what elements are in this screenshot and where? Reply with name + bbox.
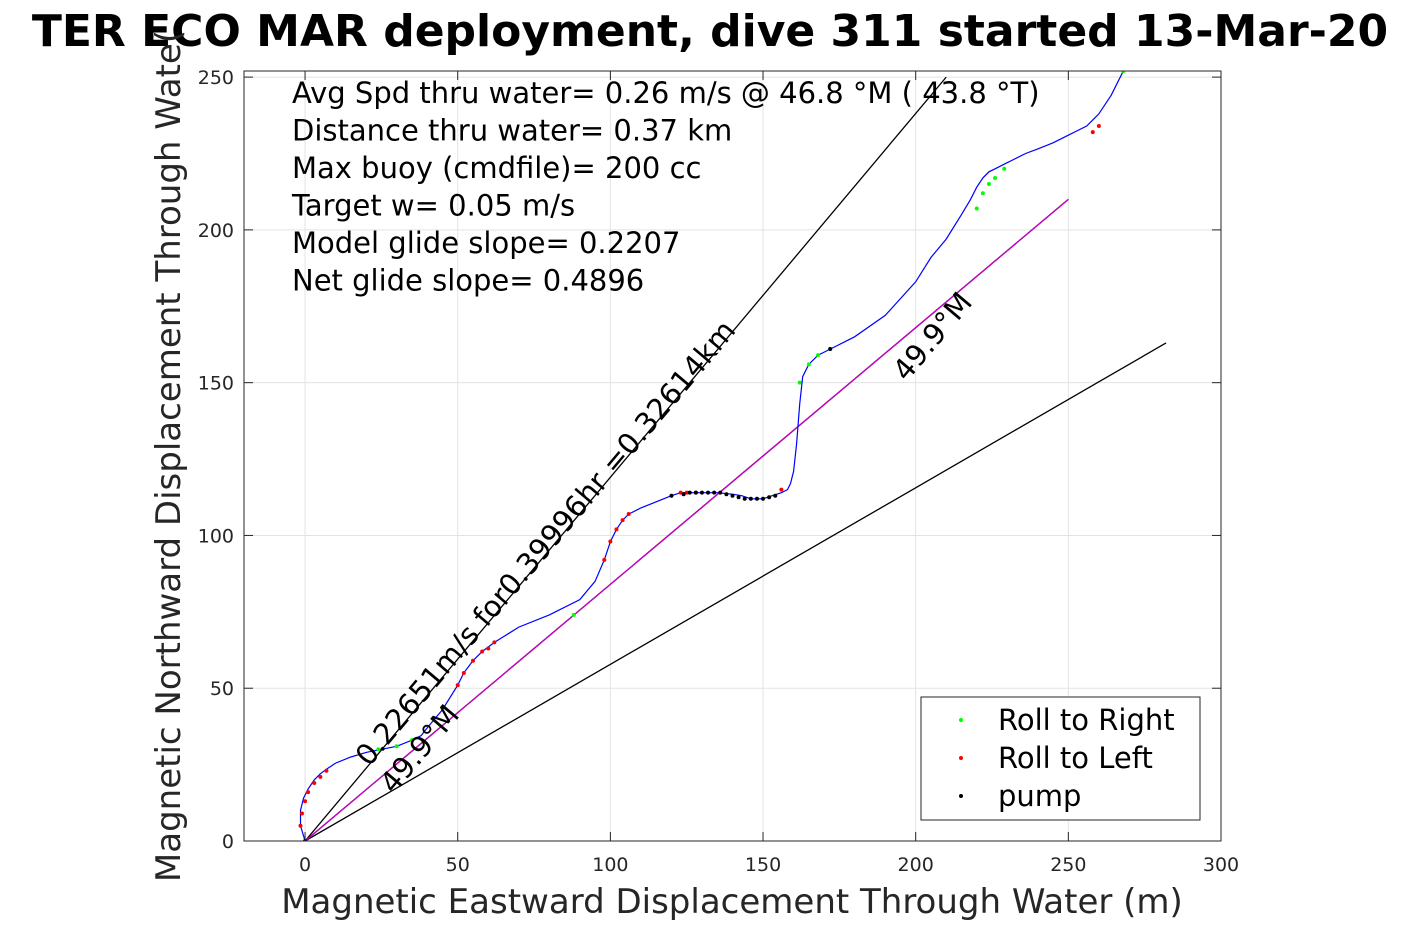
reference-line-3 [304,198,1069,841]
annotation-line-5: Net glide slope= 0.4896 [292,264,644,298]
marker-roll-to-right-8 [974,206,979,211]
y-tick-label-3: 150 [198,373,234,395]
marker-pump-12 [742,496,747,501]
marker-roll-to-right-3 [571,612,576,617]
series-track-line [299,71,1124,841]
marker-roll-to-left-12 [492,640,497,645]
y-tick-label-5: 250 [198,67,234,89]
marker-roll-to-left-16 [620,518,625,523]
marker-pump-14 [754,496,759,501]
reference-line-0 [304,76,947,841]
marker-pump-6 [706,490,711,495]
x-axis-label: Magnetic Eastward Displacement Through W… [281,882,1183,922]
marker-pump-11 [736,495,741,500]
marker-pump-1 [669,493,674,498]
marker-roll-to-left-22 [1090,130,1095,135]
marker-pump-7 [712,490,717,495]
marker-roll-to-right-12 [1002,166,1007,171]
marker-roll-to-left-0 [298,823,303,828]
marker-pump-18 [828,347,833,352]
marker-roll-to-left-8 [461,670,466,675]
annotation-line-3: Target w= 0.05 m/s [291,189,575,223]
series-layer [299,71,1124,841]
plot-frame [243,70,1222,842]
marker-roll-to-left-21 [779,487,784,492]
marker-roll-to-right-5 [806,362,811,367]
marker-roll-to-right-1 [394,744,399,749]
marker-pump-2 [681,492,686,497]
marker-roll-to-left-9 [470,658,475,663]
reference-line-1 [304,342,1167,841]
y-tick-label-0: 0 [222,831,234,853]
marker-pump-8 [718,490,723,495]
x-tick-label-2: 100 [592,854,628,876]
legend-swatch-1 [959,756,963,760]
marker-roll-to-right-10 [986,182,991,187]
y-tick-label-1: 50 [210,678,234,700]
legend-swatch-0 [959,718,963,722]
chart-title: TER ECO MAR deployment, dive 311 started… [32,6,1388,57]
marker-roll-to-left-14 [608,539,613,544]
marker-roll-to-left-18 [678,490,683,495]
marker-pump-13 [748,496,753,501]
reference-lines [304,76,1167,841]
annotation-line-1: Distance thru water= 0.37 km [292,114,732,148]
legend-label-2: pump [998,779,1081,813]
marker-roll-to-right-0 [376,747,381,752]
marker-roll-to-left-2 [303,799,308,804]
y-tick-label-4: 200 [198,220,234,242]
marker-roll-to-right-4 [797,380,802,385]
marker-roll-to-left-15 [614,527,619,532]
annotation-line-0: Avg Spd thru water= 0.26 m/s @ 46.8 °M (… [292,76,1040,110]
annotation-line-4: Model glide slope= 0.2207 [292,226,680,260]
x-tick-label-3: 150 [745,854,781,876]
marker-pump-3 [687,490,692,495]
legend-swatch-2 [959,794,963,798]
x-tick-label-1: 50 [446,854,470,876]
annotations: Avg Spd thru water= 0.26 m/s @ 46.8 °M (… [291,76,1040,298]
marker-roll-to-left-19 [684,490,689,495]
marker-roll-to-left-6 [324,768,329,773]
marker-pump-9 [724,492,729,497]
legend-box [920,696,1201,821]
marker-roll-to-right-6 [815,353,820,358]
marker-roll-to-left-5 [318,774,323,779]
legend-label-1: Roll to Left [998,741,1153,775]
marker-pump-16 [767,495,772,500]
marker-roll-to-left-13 [602,557,607,562]
legend-label-0: Roll to Right [998,703,1175,737]
marker-roll-to-right-2 [409,738,414,743]
x-tick-label-4: 200 [898,854,934,876]
marker-roll-to-left-17 [626,512,631,517]
marker-pump-5 [699,490,704,495]
marker-roll-to-left-3 [306,790,311,795]
grid [244,71,1221,841]
marker-pump-10 [730,493,735,498]
y-tick-label-2: 100 [198,525,234,547]
marker-roll-to-left-10 [480,649,485,654]
marker-roll-to-left-11 [486,646,491,651]
marker-roll-to-right-11 [993,175,998,180]
marker-roll-to-left-4 [312,780,317,785]
marker-roll-to-left-1 [300,811,305,816]
x-tick-label-6: 300 [1203,854,1239,876]
marker-pump-17 [773,493,778,498]
marker-roll-to-left-7 [455,683,460,688]
marker-pump-15 [761,496,766,501]
marker-pump-4 [693,490,698,495]
annotation-line-2: Max buoy (cmdfile)= 200 cc [292,151,701,185]
y-axis-label: Magnetic Northward Displacement Through … [149,30,189,882]
marker-roll-to-left-23 [1096,124,1101,128]
x-tick-label-5: 250 [1050,854,1086,876]
legend: Roll to Right Roll to Left pump [920,696,1201,821]
axis-ticks: 0 50 100 150 200 250 300 0 50 100 150 200 250 [198,67,1239,876]
marker-roll-to-right-9 [980,191,985,196]
x-tick-label-0: 0 [299,854,311,876]
